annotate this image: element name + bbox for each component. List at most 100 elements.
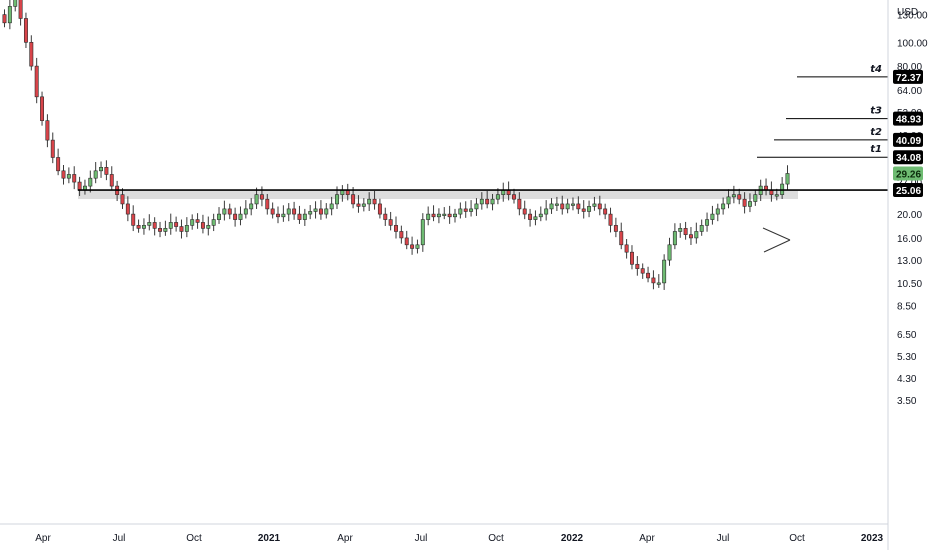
candle-body (683, 228, 688, 235)
time-tick-label: 2021 (258, 533, 281, 544)
candle-body (624, 244, 629, 253)
candle-body (667, 244, 672, 261)
candle-body (356, 203, 361, 207)
price-tick-label: 6.50 (897, 330, 917, 341)
target-badge-t1: 34.08 (896, 153, 921, 164)
candle-body (426, 213, 431, 220)
candle-body (308, 211, 313, 215)
candle-body (104, 167, 109, 175)
candle-body (227, 208, 232, 215)
target-badge-t4: 72.37 (896, 73, 921, 84)
candle-body (168, 222, 173, 229)
candle-body (769, 189, 774, 195)
candle-body (608, 213, 613, 226)
candle-body (211, 219, 216, 226)
candle-body (7, 6, 12, 24)
price-tick-label: 64.00 (897, 86, 922, 97)
candle-body (453, 213, 457, 218)
candle-body (109, 174, 114, 187)
candle-body (656, 282, 661, 285)
candle-body (217, 213, 221, 220)
candle-body (195, 219, 200, 223)
candle-body (592, 203, 597, 207)
candle-body (554, 203, 559, 206)
candle-body (458, 208, 463, 215)
price-tick-label: 13.00 (897, 256, 922, 267)
current-price-badge-bg (893, 166, 923, 181)
candle-body (678, 228, 683, 232)
candle-body (640, 268, 645, 274)
candle-body (179, 226, 184, 232)
price-badges: 34.08 40.09 48.93 72.37 25.06 29.26 (893, 69, 923, 198)
target-badge-t4-bg (893, 69, 923, 84)
time-axis[interactable]: Apr Jul Oct 2021 Apr Jul Oct 2022 Apr Jul Oct 2023 (0, 523, 888, 544)
time-tick-label: Jul (717, 533, 730, 544)
candle-body (506, 189, 511, 195)
target-badge-t3-bg (893, 111, 923, 126)
time-tick-label: Apr (337, 533, 353, 544)
candle-body (613, 225, 618, 232)
time-tick-label: Oct (488, 533, 504, 544)
candle-body (163, 228, 168, 232)
candle-body (93, 170, 98, 179)
target-badge-t2: 40.09 (896, 136, 921, 147)
candle-body (383, 213, 388, 220)
resistance-badge: 25.06 (896, 186, 921, 197)
pennant-upper-line (762, 227, 791, 241)
candle-body (351, 194, 356, 205)
candle-body (512, 194, 516, 200)
candle-body (254, 194, 259, 205)
candle-body (23, 18, 28, 43)
candle-body (490, 198, 495, 205)
candle-body (662, 259, 667, 284)
candle-body (737, 194, 742, 200)
candle-body (13, 0, 18, 7)
resistance-badge-bg (893, 183, 923, 198)
candle-body (635, 263, 640, 269)
candle-body (447, 213, 452, 218)
candle-body (630, 251, 634, 265)
candle-body (544, 208, 549, 215)
candle-body (420, 219, 425, 246)
candle-body (463, 208, 468, 212)
price-tick-label: 80.00 (897, 62, 922, 73)
candle-body (689, 234, 693, 239)
time-tick-label: 2022 (561, 533, 584, 544)
target-label-t4: t4 (870, 64, 882, 75)
price-tick-label: 3.50 (897, 396, 917, 407)
candle-body (324, 208, 329, 215)
candle-body (495, 194, 500, 200)
candle-body (742, 198, 747, 207)
candle-body (565, 203, 570, 210)
candle-body (619, 231, 624, 246)
candle-body (335, 194, 339, 205)
candle-body (158, 228, 162, 232)
candle-body (479, 198, 484, 205)
candle-body (120, 194, 125, 205)
price-tick-label: 4.30 (897, 374, 917, 385)
candle-body (442, 213, 447, 216)
candle-body (29, 41, 34, 67)
pennant-trendlines (762, 227, 791, 253)
candle-body (206, 225, 211, 229)
support-zone-band (78, 191, 798, 200)
candle-body (517, 198, 522, 210)
candle-body (125, 203, 130, 215)
candle-body (249, 203, 254, 210)
candle-body (538, 213, 543, 218)
candle-body (581, 208, 586, 212)
candle-body (522, 208, 527, 215)
candle-body (549, 203, 554, 210)
candlestick-series (2, 0, 790, 290)
candle-body (603, 208, 608, 215)
time-tick-label: Jul (415, 533, 428, 544)
price-tick-label: 100.00 (897, 38, 928, 49)
candle-body (18, 0, 23, 19)
candle-body (404, 237, 409, 246)
candle-body (66, 174, 71, 179)
time-tick-label: 2023 (861, 533, 884, 544)
current-price-badge: 29.26 (896, 169, 921, 180)
candle-body (501, 189, 506, 195)
candle-body (710, 213, 715, 220)
